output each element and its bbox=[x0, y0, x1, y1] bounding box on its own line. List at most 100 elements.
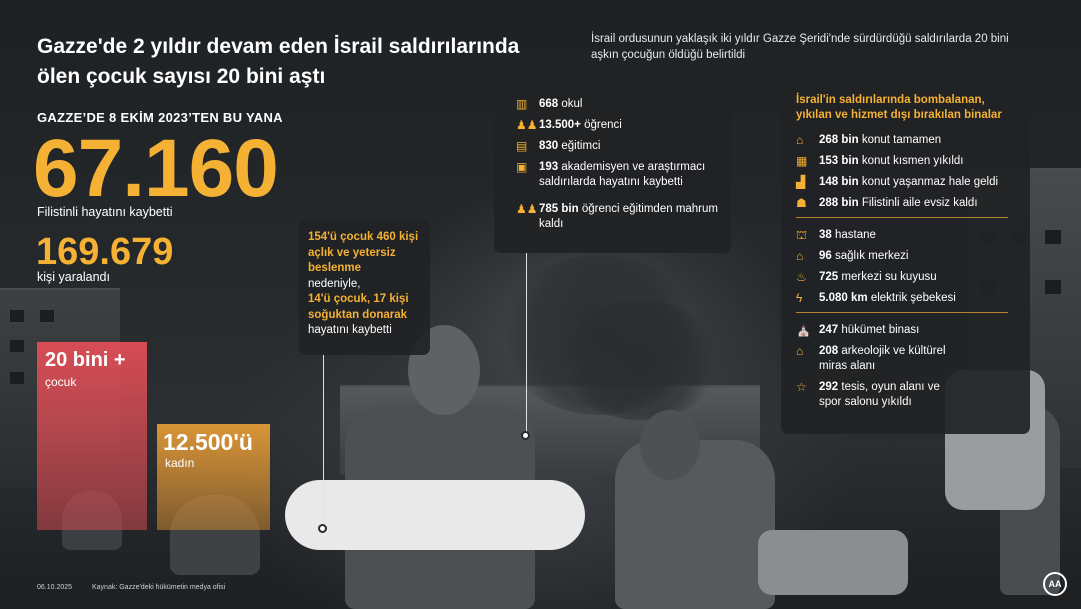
children-bar bbox=[37, 342, 147, 530]
sports-facilities-label: tesis, oyun alanı ve spor salonu yıkıldı bbox=[819, 381, 940, 408]
building-window bbox=[10, 340, 24, 352]
health-centers-count: 96 bbox=[819, 250, 832, 262]
housing-row: ▟ 148 bin konut yaşanmaz hale geldi bbox=[796, 175, 1018, 190]
deprived-students-count: 785 bin bbox=[539, 203, 579, 215]
women-label: kadın bbox=[165, 456, 195, 470]
schools-label: okul bbox=[561, 98, 583, 110]
public-row: ⌂ 208 arkeolojik ve kültürel miras alanı bbox=[796, 344, 1018, 374]
academics-count: 193 bbox=[539, 161, 559, 173]
footer-date: 06.10.2025 bbox=[37, 584, 73, 591]
housing-destroyed-count: 268 bin bbox=[819, 134, 859, 146]
damaged-house-icon: ▦ bbox=[796, 154, 808, 168]
infrastructure-title: İsrail'in saldırılarında bombalanan, yık… bbox=[796, 94, 1002, 121]
building-window bbox=[40, 310, 54, 322]
children-count: 20 bini + bbox=[45, 349, 126, 371]
service-row: ♨ 725 merkezi su kuyusu bbox=[796, 270, 1018, 285]
building-window bbox=[1045, 230, 1061, 244]
hospital-icon: ⛫ bbox=[796, 228, 808, 242]
headline: Gazze'de 2 yıldır devam eden İsrail sald… bbox=[37, 35, 520, 88]
destroyed-house-icon: ⌂ bbox=[796, 133, 804, 147]
education-row-deprived: ♟♟ 785 bin öğrenci eğitimden mahrum kaldı bbox=[516, 202, 719, 232]
famine-pointer-line bbox=[323, 355, 324, 525]
since-date-heading: GAZZE’DE 8 EKİM 2023’TEN BU YANA bbox=[37, 110, 283, 125]
killed-label: Filistinli hayatını kaybetti bbox=[37, 205, 173, 219]
hospitals-count: 38 bbox=[819, 229, 832, 241]
building-window bbox=[10, 310, 24, 322]
car bbox=[758, 530, 908, 595]
divider bbox=[796, 312, 1008, 313]
schools-count: 668 bbox=[539, 98, 559, 110]
education-pointer-line bbox=[526, 253, 527, 433]
killed-count: 67.160 bbox=[33, 123, 279, 214]
education-row-schools: ▥ 668 okul bbox=[516, 97, 719, 112]
woman-head bbox=[640, 410, 700, 480]
smoke-cloud bbox=[560, 300, 720, 420]
water-wells-label: merkezi su kuyusu bbox=[841, 271, 937, 283]
service-row: ⌂ 96 sağlık merkezi bbox=[796, 249, 1018, 264]
famine-line-4: hayatını kaybetti bbox=[308, 324, 392, 336]
health-centers-label: sağlık merkezi bbox=[835, 250, 909, 262]
famine-line-2: nedeniyle, bbox=[308, 277, 361, 290]
infrastructure-panel: İsrail'in saldırılarında bombalanan, yık… bbox=[781, 82, 1030, 434]
uninhabitable-house-icon: ▟ bbox=[796, 175, 806, 189]
agency-logo: AA bbox=[1043, 572, 1067, 596]
education-row-teachers: ▤ 830 eğitimci bbox=[516, 139, 719, 154]
housing-row: ⌂ 268 bin konut tamamen bbox=[796, 133, 1018, 148]
sports-facilities-count: 292 bbox=[819, 381, 839, 393]
famine-line-3: 14'ü çocuk, 17 kişi soğuktan donarak bbox=[308, 293, 409, 321]
school-icon: ▥ bbox=[516, 97, 528, 111]
academic-icon: ▣ bbox=[516, 160, 528, 174]
government-buildings-label: hükümet binası bbox=[841, 324, 920, 336]
heritage-sites-label: arkeolojik ve kültürel miras alanı bbox=[819, 345, 946, 372]
power-grid-label: elektrik şebekesi bbox=[870, 292, 956, 304]
injured-label: kişi yaralandı bbox=[37, 270, 110, 284]
building-window bbox=[1045, 280, 1061, 294]
students-count: 13.500+ bbox=[539, 119, 581, 131]
public-row: ⛪ 247 hükümet binası bbox=[796, 323, 1018, 338]
divider bbox=[796, 217, 1008, 218]
child-shroud bbox=[285, 480, 585, 550]
famine-callout: 154'ü çocuk 460 kişi açlık ve yetersiz b… bbox=[299, 220, 430, 355]
women-count: 12.500'ü bbox=[163, 429, 253, 455]
education-row-academics: ▣ 193 akademisyen ve araştırmacı saldırıl… bbox=[516, 160, 719, 190]
power-line-icon: ϟ bbox=[796, 291, 803, 305]
power-grid-count: 5.080 km bbox=[819, 292, 868, 304]
hospitals-label: hastane bbox=[835, 229, 876, 241]
teacher-icon: ▤ bbox=[516, 139, 528, 153]
women-bar bbox=[157, 424, 270, 530]
injured-count: 169.679 bbox=[36, 231, 174, 273]
water-wells-count: 725 bbox=[819, 271, 839, 283]
homeless-family-icon: ☗ bbox=[796, 196, 807, 210]
intro-text: İsrail ordusunun yaklaşık iki yıldır Gaz… bbox=[591, 33, 1009, 61]
homeless-families-label: Filistinli aile evsiz kaldı bbox=[861, 197, 978, 209]
teachers-label: eğitimci bbox=[561, 140, 601, 152]
deprived-students-label: öğrenci eğitimden mahrum kaldı bbox=[539, 203, 718, 230]
woman-with-child bbox=[615, 440, 775, 609]
homeless-families-count: 288 bin bbox=[819, 197, 859, 209]
housing-damaged-label: konut kısmen yıkıldı bbox=[861, 155, 964, 167]
government-building-icon: ⛪ bbox=[796, 323, 811, 337]
heritage-site-icon: ⌂ bbox=[796, 344, 804, 358]
education-pointer-dot bbox=[521, 431, 530, 440]
academics-label: akademisyen ve araştırmacı saldırılarda … bbox=[539, 161, 706, 188]
housing-uninhabitable-count: 148 bin bbox=[819, 176, 859, 188]
famine-line-1: 154'ü çocuk 460 kişi açlık ve yetersiz b… bbox=[308, 231, 419, 274]
housing-destroyed-label: konut tamamen bbox=[861, 134, 942, 146]
education-row-students: ♟♟ 13.500+ öğrenci bbox=[516, 118, 719, 133]
education-panel: ▥ 668 okul ♟♟ 13.500+ öğrenci ▤ 830 eğitimc… bbox=[494, 82, 731, 253]
students-label: öğrenci bbox=[584, 119, 622, 131]
sports-facility-icon: ☆ bbox=[796, 380, 807, 394]
building-window bbox=[10, 372, 24, 384]
service-row: ϟ 5.080 km elektrik şebekesi bbox=[796, 291, 1018, 306]
famine-pointer-dot bbox=[318, 524, 327, 533]
health-center-icon: ⌂ bbox=[796, 249, 804, 263]
children-label: çocuk bbox=[45, 375, 77, 389]
water-well-icon: ♨ bbox=[796, 270, 807, 284]
teachers-count: 830 bbox=[539, 140, 559, 152]
students-icon: ♟♟ bbox=[516, 202, 538, 216]
housing-uninhabitable-label: konut yaşanmaz hale geldi bbox=[861, 176, 999, 188]
public-row: ☆ 292 tesis, oyun alanı ve spor salonu yı… bbox=[796, 380, 1018, 410]
housing-row: ☗ 288 bin Filistinli aile evsiz kaldı bbox=[796, 196, 1018, 211]
footer-source: Kaynak: Gazze'deki hükümetin medya ofisi bbox=[92, 584, 226, 591]
heritage-sites-count: 208 bbox=[819, 345, 839, 357]
